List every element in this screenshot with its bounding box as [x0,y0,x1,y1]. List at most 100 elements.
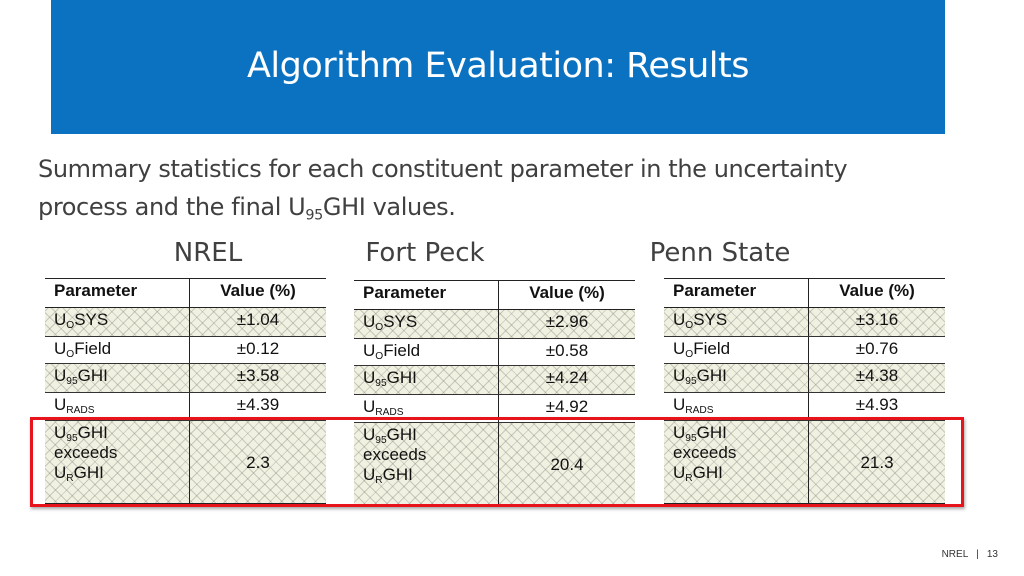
header-row: Parameter Value (%) [354,281,635,310]
subtitle-rest: GHI values. [322,193,456,221]
parameter-text: GHI [696,423,727,442]
parameter-cell: U95GHI [354,366,499,394]
value-cell: ±0.58 [545,341,589,360]
table: Parameter Value (%) UOSYS ±3.16 UOField ±0.76… [664,278,945,504]
value-cell: ±4.39 [236,395,280,414]
subscript: O [375,351,384,363]
parameter-text: exceeds [54,443,118,462]
value-cell: ±1.04 [236,310,280,329]
parameter-line: URADS [54,395,180,416]
parameter-text: U [54,366,67,385]
parameter-text: GHI [77,366,108,385]
parameter-text: Field [383,341,421,360]
table-row: UOSYS ±2.96 [354,310,635,339]
title-bar: Algorithm Evaluation: Results [51,0,945,134]
parameter-cell: U95GHI [664,364,809,392]
parameter-text: U [363,368,376,387]
parameter-text: U [673,339,686,358]
table-row: UOSYS ±1.04 [45,308,326,337]
subscript: O [66,320,75,332]
footer: NREL | 13 [934,549,998,560]
subtitle-sub: 95 [305,207,323,224]
parameter-text: U [54,339,67,358]
subscript: 95 [375,435,387,447]
parameter-line: UOField [54,339,180,360]
parameter-text: U [363,465,376,484]
parameter-text: U [673,423,686,442]
value-cell: ±0.76 [855,339,899,358]
subscript: 95 [685,376,697,388]
table-row: U95GHI exceeds URGHI 2.3 [45,421,326,503]
parameter-text: GHI [696,366,727,385]
parameter-cell: UOField [45,337,190,363]
value-cell: 20.4 [550,455,584,474]
parameter-text: U [363,425,376,444]
parameter-line: URGHI [363,465,489,487]
table-row: URADS ±4.39 [45,393,326,421]
table-caption: Penn State [649,238,791,268]
table-row: UOField ±0.58 [354,339,635,366]
parameter-cell: UOField [354,339,499,365]
parameter-text: GHI [386,425,417,444]
table-caption: NREL [173,238,243,268]
parameter-line: URGHI [54,463,180,484]
parameter-text: U [363,397,376,416]
parameter-line: U95GHI [363,425,489,447]
value-cell: ±4.38 [855,366,899,385]
value-cell: ±4.93 [855,395,899,414]
parameter-text: Field [693,339,731,358]
parameter-text: SYS [74,310,109,329]
subscript: 95 [685,433,697,445]
table: Parameter Value (%) UOSYS ±1.04 UOField ±0.12… [45,278,326,504]
footer-org: NREL [941,549,969,560]
parameter-text: SYS [383,312,418,331]
parameter-text: exceeds [673,443,737,462]
parameter-line: URADS [673,395,799,416]
value-cell: ±3.16 [855,310,899,329]
value-cell: ±2.96 [545,312,589,331]
header-cell: Value (%) [839,281,915,300]
highlight-box [30,417,964,507]
parameter-line: exceeds [363,445,489,465]
subscript: 95 [66,376,78,388]
table: Parameter Value (%) UOSYS ±2.96 UOField ±0.58… [354,280,635,506]
table-row: UOField ±0.76 [664,337,945,364]
parameter-text: GHI [692,463,723,482]
header-row: Parameter Value (%) [664,279,945,308]
parameter-line: UOSYS [363,312,489,334]
table-row: U95GHI ±4.24 [354,366,635,395]
parameter-cell: U95GHI exceeds URGHI [664,421,809,503]
subscript: RADS [375,407,404,419]
subscript: O [685,320,694,332]
subscript: O [685,349,694,361]
parameter-cell: URADS [354,395,499,422]
subtitle-text: Summary statistics for each constituent … [38,155,848,221]
parameter-text: U [673,310,686,329]
parameter-line: exceeds [673,443,799,463]
subscript: R [375,475,383,487]
value-cell: 21.3 [860,453,894,472]
header-cell: Parameter [45,279,190,307]
parameter-text: exceeds [363,445,427,464]
parameter-text: GHI [386,368,417,387]
parameter-text: U [54,463,67,482]
parameter-line: UOField [673,339,799,361]
parameter-cell: UOSYS [45,308,190,336]
header-cell: Value (%) [529,283,605,302]
parameter-cell: URADS [664,393,809,420]
parameter-line: UOSYS [673,310,799,332]
table-row: U95GHI ±3.58 [45,364,326,393]
subscript: R [685,473,693,485]
slide-title: Algorithm Evaluation: Results [246,46,750,86]
parameter-cell: U95GHI [45,364,190,392]
parameter-line: UOField [363,341,489,363]
subscript: O [375,322,384,334]
parameter-line: UOSYS [54,310,180,332]
parameter-text: GHI [73,463,104,482]
table-caption: Fort Peck [365,238,485,268]
table-row: UOSYS ±3.16 [664,308,945,337]
parameter-text: Field [74,339,112,358]
parameter-text: U [363,312,376,331]
value-cell: ±0.12 [236,339,280,358]
parameter-line: U95GHI [54,366,180,388]
